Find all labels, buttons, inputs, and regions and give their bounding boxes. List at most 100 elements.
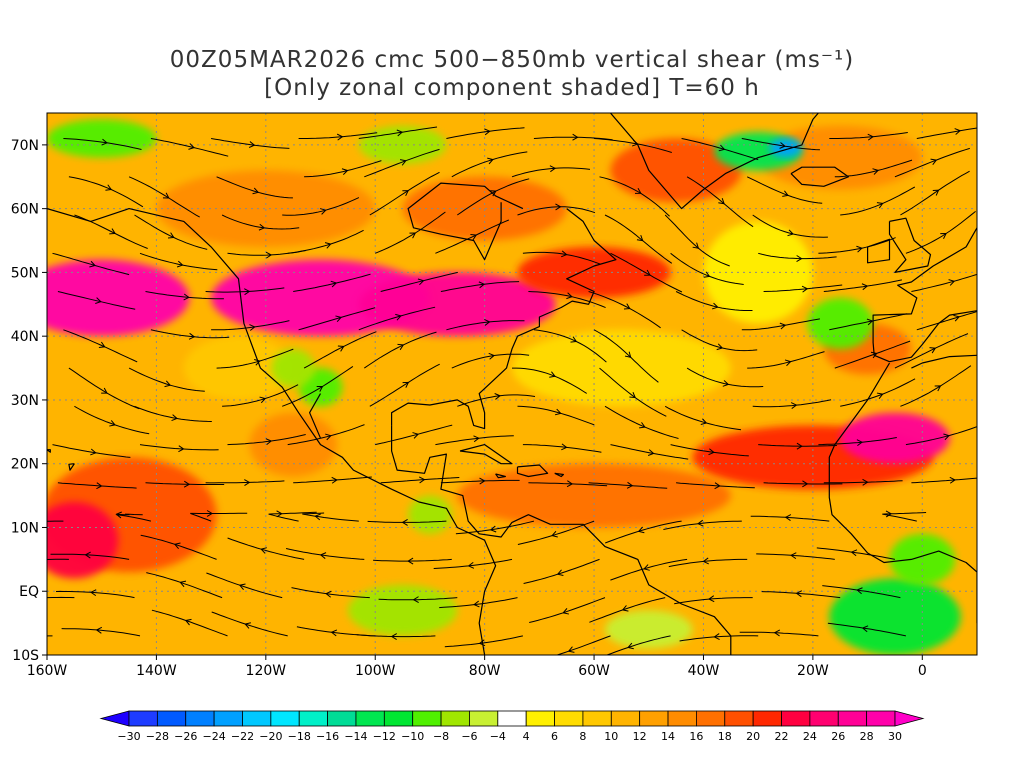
streamline <box>293 476 372 484</box>
streamline-arrow <box>176 260 184 268</box>
streamline <box>823 480 903 484</box>
coastline-segment <box>872 227 977 363</box>
streamline <box>221 214 300 230</box>
streamline <box>916 127 977 139</box>
streamline <box>829 132 908 139</box>
streamline <box>47 635 53 637</box>
shear-region-22 <box>889 533 956 585</box>
streamline-arrow <box>478 639 486 647</box>
colorbar-swatch <box>582 710 612 727</box>
streamline <box>761 591 841 599</box>
streamline <box>139 252 218 271</box>
streamline-arrow <box>109 228 116 235</box>
streamline <box>358 306 436 331</box>
streamline <box>211 320 290 331</box>
streamline-arrow <box>784 359 792 367</box>
streamline-arrow <box>796 255 803 262</box>
streamline-arrow <box>412 596 419 604</box>
streamline <box>750 515 830 522</box>
colorbar-high-arrow <box>894 710 925 727</box>
lon-tick-label: 40W <box>688 663 720 679</box>
streamline <box>440 479 520 484</box>
colorbar-label: −24 <box>203 730 226 743</box>
streamline-arrow <box>708 595 715 603</box>
streamline-arrow <box>418 476 426 484</box>
streamline-arrow <box>549 165 557 173</box>
colorbar-label: 10 <box>604 730 618 743</box>
streamline <box>211 138 290 149</box>
streamline <box>364 148 440 178</box>
shear-region-21 <box>829 578 961 655</box>
coastline-segment <box>459 444 513 465</box>
streamline <box>599 176 670 217</box>
colorbar-swatch <box>724 710 754 727</box>
streamline-arrow <box>397 343 405 351</box>
streamline-arrow <box>314 513 321 521</box>
streamline <box>440 281 520 292</box>
streamline <box>840 186 916 216</box>
streamline <box>763 284 843 292</box>
colorbar-swatch <box>554 710 584 727</box>
streamline <box>679 635 759 642</box>
streamline-arrow <box>319 552 327 559</box>
streamline-arrow <box>244 288 251 296</box>
streamline <box>435 435 514 446</box>
streamline <box>916 311 977 331</box>
colorbar-label: −6 <box>461 730 477 743</box>
streamline-arrow <box>718 198 725 205</box>
streamline-arrow <box>399 159 407 166</box>
streamline <box>211 611 288 637</box>
streamline <box>816 547 896 560</box>
streamline <box>681 329 758 352</box>
streamline-arrow <box>248 141 256 148</box>
streamline <box>61 628 141 637</box>
streamline-arrow <box>470 233 478 241</box>
streamline-arrow <box>796 442 803 450</box>
streamline <box>63 138 142 150</box>
lat-tick-label: 50N <box>11 265 39 281</box>
streamline-arrow <box>631 139 639 147</box>
streamline-arrow <box>867 133 874 141</box>
streamline-arrow <box>105 184 113 191</box>
colorbar-swatch <box>128 710 158 727</box>
streamline-arrow <box>390 633 397 641</box>
streamline-arrow <box>402 190 410 197</box>
streamline <box>758 252 837 260</box>
streamline <box>905 426 977 446</box>
streamline <box>145 291 224 300</box>
colorbar-swatch <box>525 710 555 727</box>
streamline-arrow <box>259 396 267 404</box>
streamline-arrow <box>330 280 338 288</box>
streamline-arrow <box>779 142 786 149</box>
streamline <box>285 548 365 560</box>
colorbar-swatch <box>242 710 272 727</box>
streamline-arrow <box>489 525 497 533</box>
streamline <box>517 206 596 216</box>
streamline-arrow <box>551 530 558 538</box>
streamline-arrow <box>484 128 491 136</box>
streamline <box>523 558 600 584</box>
colorbar-label: 28 <box>860 730 874 743</box>
colorbar-swatch <box>156 710 187 727</box>
streamline <box>512 367 587 394</box>
lon-tick-label: 60W <box>578 663 610 679</box>
shear-region-18 <box>271 348 316 388</box>
streamline-arrow <box>647 449 655 456</box>
streamline <box>605 520 682 544</box>
streamline-arrow <box>8 635 13 641</box>
streamline <box>57 291 136 310</box>
colorbar-label: −10 <box>401 730 424 743</box>
streamline-arrow <box>473 600 480 608</box>
streamline-arrow <box>206 510 214 517</box>
streamline-arrow <box>96 482 103 490</box>
map-subtitle: [Only zonal component shaded] T=60 h <box>264 75 760 101</box>
streamline-arrow <box>473 435 480 443</box>
streamline-arrow <box>183 293 190 301</box>
streamline <box>293 273 371 292</box>
streamline-arrow <box>861 625 869 633</box>
streamline-arrow <box>260 547 267 554</box>
streamline <box>291 587 370 599</box>
streamline-arrow <box>407 557 414 565</box>
colorbar-low-arrow <box>99 710 130 727</box>
coastline-segment <box>309 393 322 439</box>
